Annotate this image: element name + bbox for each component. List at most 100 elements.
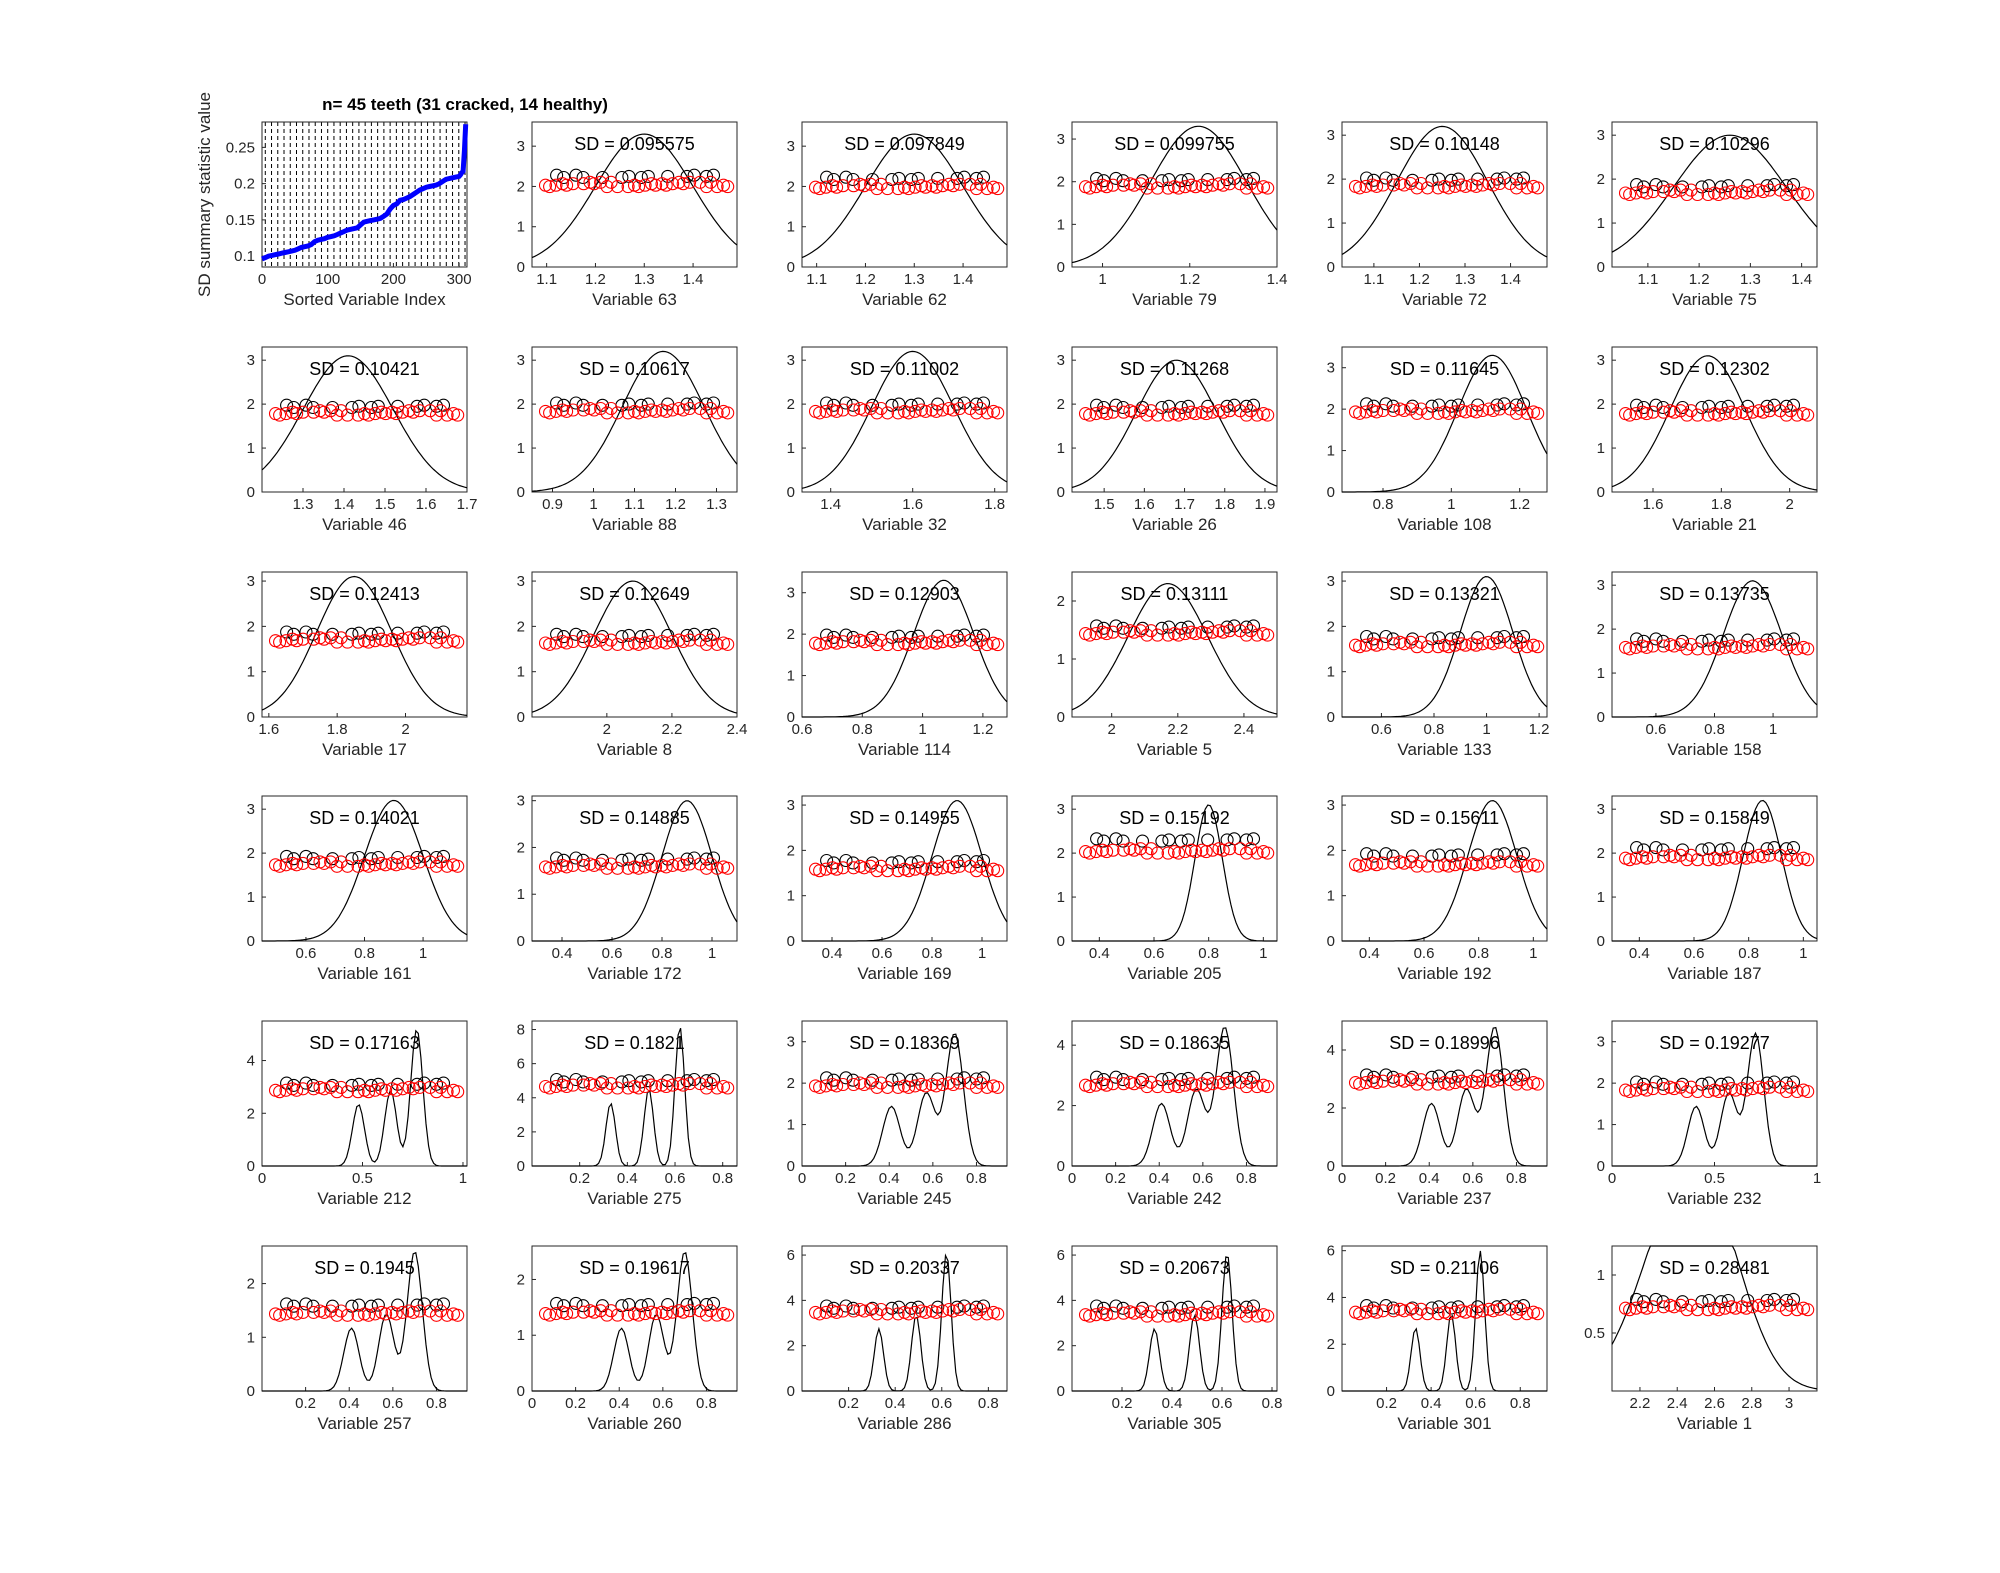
cracked-marker xyxy=(1509,640,1524,654)
cracked-marker xyxy=(279,407,293,421)
cracked-marker xyxy=(864,859,878,873)
density-curve xyxy=(1072,804,1277,942)
cracked-marker xyxy=(1635,850,1650,864)
panel-title: SD = 0.1945 xyxy=(314,1258,415,1278)
x-tick-label: 1.2 xyxy=(1529,721,1550,738)
cracked-marker xyxy=(1206,1077,1220,1091)
x-tick-label: 0.6 xyxy=(1414,945,1435,962)
cracked-marker xyxy=(1646,1082,1660,1096)
cracked-marker xyxy=(307,1305,321,1319)
cracked-marker xyxy=(1348,179,1363,193)
x-tick-label: 0.8 xyxy=(1506,1170,1527,1187)
cracked-marker xyxy=(1184,405,1199,419)
panel-title: SD = 0.14885 xyxy=(579,808,690,828)
cracked-marker xyxy=(334,855,348,869)
cracked-marker xyxy=(1448,1305,1462,1319)
cracked-marker xyxy=(1476,1074,1490,1088)
panel-title: SD = 0.095575 xyxy=(574,134,695,154)
x-tick-label: 0.6 xyxy=(1462,1170,1483,1187)
cracked-marker xyxy=(1376,637,1390,651)
x-tick-label: 0.4 xyxy=(1359,945,1380,962)
x-tick-label: 1 xyxy=(1813,1170,1821,1187)
x-tick-label: 1 xyxy=(1259,945,1267,962)
y-tick-label: 3 xyxy=(1597,1034,1605,1051)
y-tick-label: 2 xyxy=(1327,618,1335,635)
y-tick-label: 4 xyxy=(1327,1042,1335,1059)
cracked-marker xyxy=(710,180,724,194)
cracked-marker xyxy=(644,177,659,191)
cracked-marker xyxy=(1414,1073,1428,1087)
cracked-marker xyxy=(1387,178,1401,192)
x-axis-label: Variable 301 xyxy=(1397,1414,1491,1433)
cracked-marker xyxy=(693,857,707,871)
cracked-marker xyxy=(1414,635,1428,649)
cracked-marker xyxy=(1657,185,1671,199)
y-tick-label: 0 xyxy=(1057,259,1065,276)
y-tick-label: 2 xyxy=(787,396,795,413)
cracked-marker xyxy=(1707,407,1722,421)
cracked-marker xyxy=(1244,624,1258,638)
y-tick-label: 0 xyxy=(517,933,525,950)
x-tick-label: 0.8 xyxy=(354,945,375,962)
panel-title: SD = 0.20337 xyxy=(849,1258,960,1278)
y-tick-label: 3 xyxy=(1327,360,1335,377)
cracked-marker xyxy=(1514,635,1528,649)
panel-title: SD = 0.21106 xyxy=(1390,1258,1499,1278)
x-tick-label: 0.2 xyxy=(295,1395,316,1412)
healthy-marker xyxy=(299,625,313,639)
y-tick-label: 2 xyxy=(787,626,795,643)
cracked-marker xyxy=(1629,1083,1643,1097)
cracked-marker xyxy=(864,1076,878,1090)
cracked-marker xyxy=(1701,408,1715,422)
cracked-marker xyxy=(683,857,697,871)
x-tick-label: 1 xyxy=(978,945,986,962)
cracked-marker xyxy=(1503,402,1517,416)
cracked-marker xyxy=(1244,842,1258,856)
cracked-marker xyxy=(402,404,416,418)
y-tick-label: 1 xyxy=(517,1327,525,1344)
healthy-marker xyxy=(1760,842,1774,856)
cracked-marker xyxy=(1256,627,1271,641)
cracked-marker xyxy=(1365,1074,1380,1088)
x-tick-label: 1 xyxy=(589,496,597,513)
cracked-marker xyxy=(638,404,652,418)
cracked-marker xyxy=(621,861,635,875)
cracked-marker xyxy=(1244,404,1258,418)
y-tick-label: 6 xyxy=(517,1056,525,1073)
cracked-marker xyxy=(1117,1306,1131,1320)
x-tick-label: 1 xyxy=(419,945,427,962)
y-tick-label: 3 xyxy=(517,352,525,369)
cracked-marker xyxy=(1763,1298,1777,1312)
variable-panel: 0 0.2 0.4 0.6 0.8 0 1 2 3 Variable 245 SD = 0.1836… xyxy=(787,1020,1008,1208)
y-tick-label: 1 xyxy=(1057,440,1065,457)
cracked-marker xyxy=(268,858,283,872)
y-tick-label: 1 xyxy=(517,664,525,681)
y-tick-label: 0.1 xyxy=(234,248,255,265)
y-tick-label: 1 xyxy=(247,664,255,681)
x-tick-label: 2 xyxy=(401,721,409,738)
x-axis-label: Variable 1 xyxy=(1677,1414,1752,1433)
cracked-marker xyxy=(1359,179,1373,193)
cracked-marker xyxy=(672,401,686,416)
cracked-marker xyxy=(1117,1077,1131,1091)
cracked-marker xyxy=(296,1082,310,1096)
cracked-marker xyxy=(1646,185,1660,199)
cracked-marker xyxy=(1393,176,1407,191)
cracked-marker xyxy=(1123,404,1137,418)
cracked-marker xyxy=(1784,848,1798,862)
variable-panel: 0.4 0.6 0.8 1 0 1 2 3 Variable 172 SD = 0.14885 xyxy=(517,793,738,983)
plot-box xyxy=(1341,1020,1548,1167)
y-tick-label: 1 xyxy=(517,886,525,903)
cracked-marker xyxy=(655,634,669,649)
cracked-marker xyxy=(1195,1077,1209,1091)
cracked-marker xyxy=(1140,181,1154,195)
cracked-marker xyxy=(1106,405,1120,419)
cracked-marker xyxy=(1078,407,1093,421)
cracked-marker xyxy=(942,633,956,647)
x-tick-label: 0.4 xyxy=(609,1395,630,1412)
cracked-marker xyxy=(925,861,939,875)
cracked-marker xyxy=(577,1305,591,1319)
cracked-marker xyxy=(1404,176,1418,191)
cracked-marker xyxy=(880,182,895,196)
cracked-marker xyxy=(942,177,956,191)
